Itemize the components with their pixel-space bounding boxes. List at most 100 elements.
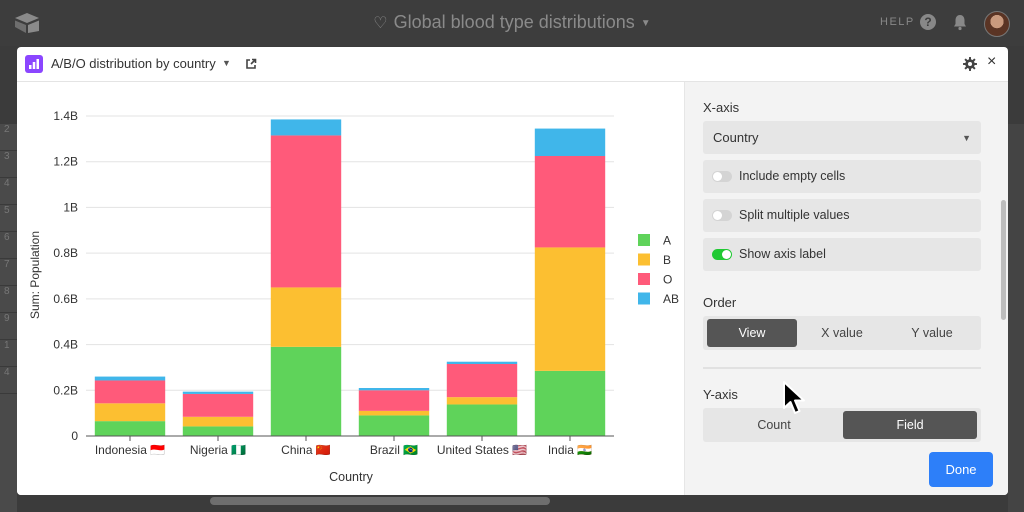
row-number: 3 bbox=[0, 151, 17, 178]
app-logo-icon[interactable] bbox=[14, 12, 40, 34]
chart-settings-modal: A/B/O distribution by country ▼ × 0 0.2B 0… bbox=[17, 47, 1008, 495]
order-x-value-button[interactable]: X value bbox=[821, 326, 863, 340]
show-axis-label-toggle-row[interactable]: Show axis label bbox=[703, 238, 981, 271]
show-axis-label-label: Show axis label bbox=[739, 247, 826, 261]
y-tick-label: 0 bbox=[71, 429, 78, 443]
bar-segment-a bbox=[270, 346, 342, 436]
x-tick-label: Nigeria 🇳🇬 bbox=[190, 443, 246, 457]
section-divider bbox=[703, 367, 981, 369]
avatar[interactable] bbox=[984, 11, 1010, 37]
x-axis-field-dropdown[interactable]: Country ▼ bbox=[703, 121, 981, 154]
bar-segment-b bbox=[270, 287, 342, 347]
bar-segment-b bbox=[94, 403, 166, 422]
legend-swatch-ab bbox=[638, 292, 650, 305]
bar-segment-o bbox=[534, 156, 606, 248]
bar-segment-a bbox=[182, 426, 254, 436]
chart-title[interactable]: A/B/O distribution by country bbox=[51, 56, 216, 71]
background-grid: 2 3 4 5 6 7 8 9 1 4 bbox=[0, 124, 17, 512]
bar-segment-a bbox=[534, 370, 606, 436]
chart-area: 0 0.2B 0.4B 0.6B 0.8B 1B 1.2B 1.4B Indonesia 🇮🇩 N… bbox=[17, 82, 684, 495]
include-empty-cells-label: Include empty cells bbox=[739, 169, 846, 183]
row-number: 4 bbox=[0, 367, 17, 394]
expand-icon[interactable] bbox=[245, 58, 257, 70]
show-axis-label-toggle[interactable] bbox=[712, 249, 732, 260]
bar-segment-ab bbox=[534, 128, 606, 156]
bar-segment-o bbox=[182, 393, 254, 417]
order-y-value-button[interactable]: Y value bbox=[911, 326, 953, 340]
x-tick-label: Indonesia 🇮🇩 bbox=[95, 443, 165, 457]
bar-segment-ab bbox=[94, 376, 166, 381]
x-axis-label: Country bbox=[329, 470, 374, 484]
row-number: 2 bbox=[0, 124, 17, 151]
x-tick-label: China 🇨🇳 bbox=[281, 443, 331, 457]
help-link[interactable]: HELP bbox=[880, 16, 915, 28]
close-icon[interactable]: × bbox=[987, 53, 997, 70]
row-number: 8 bbox=[0, 286, 17, 313]
bar-segment-a bbox=[446, 404, 518, 436]
legend-swatch-a bbox=[638, 234, 650, 246]
y-axis-count-button[interactable]: Count bbox=[757, 418, 791, 432]
y-tick-label: 1B bbox=[63, 200, 78, 214]
heart-icon[interactable]: ♡ bbox=[373, 15, 388, 32]
panel-scrollbar[interactable] bbox=[1001, 200, 1006, 320]
order-view-button[interactable]: View bbox=[707, 319, 797, 347]
bar-segment-ab bbox=[446, 361, 518, 364]
bar-segment-ab bbox=[182, 391, 254, 394]
split-multiple-values-label: Split multiple values bbox=[739, 208, 850, 222]
base-title[interactable]: ♡ Global blood type distributions ▼ bbox=[0, 12, 1024, 33]
include-empty-cells-toggle-row[interactable]: Include empty cells bbox=[703, 160, 981, 193]
y-axis-label: Sum: Population bbox=[28, 231, 42, 319]
chevron-down-icon[interactable]: ▼ bbox=[222, 58, 231, 68]
legend-label-b: B bbox=[663, 253, 671, 267]
y-axis-segmented-control: Count Field bbox=[703, 408, 981, 442]
include-empty-cells-toggle[interactable] bbox=[712, 171, 732, 182]
bar-segment-o bbox=[446, 364, 518, 398]
bar-chart-icon bbox=[25, 55, 43, 73]
bar-segment-o bbox=[270, 135, 342, 288]
x-axis-field-value: Country bbox=[713, 130, 759, 145]
legend-swatch-b bbox=[638, 253, 650, 266]
modal-header: A/B/O distribution by country ▼ × bbox=[17, 47, 1008, 82]
y-axis-section-label: Y-axis bbox=[703, 387, 738, 402]
x-axis-section-label: X-axis bbox=[703, 100, 740, 115]
row-number: 1 bbox=[0, 340, 17, 367]
background-grid-right bbox=[1008, 124, 1024, 512]
row-number: 6 bbox=[0, 232, 17, 259]
x-tick-label: India 🇮🇳 bbox=[548, 443, 592, 457]
horizontal-scrollbar[interactable] bbox=[210, 497, 550, 505]
bar-segment-ab bbox=[358, 388, 430, 391]
bell-icon[interactable] bbox=[951, 13, 969, 31]
legend-label-ab: AB bbox=[663, 292, 679, 306]
mouse-pointer-icon bbox=[783, 381, 805, 414]
top-bar: ♡ Global blood type distributions ▼ HELP ? bbox=[0, 0, 1024, 46]
y-tick-label: 0.2B bbox=[53, 383, 78, 397]
legend-swatch-o bbox=[638, 273, 650, 285]
bar-segment-o bbox=[358, 390, 430, 411]
x-tick-label: Brazil 🇧🇷 bbox=[370, 443, 418, 457]
row-number: 4 bbox=[0, 178, 17, 205]
bar-segment-b bbox=[182, 416, 254, 427]
done-button[interactable]: Done bbox=[929, 452, 993, 487]
order-segmented-control: View X value Y value bbox=[703, 316, 981, 350]
legend-label-o: O bbox=[663, 273, 672, 287]
bar-segment-a bbox=[358, 415, 430, 436]
y-tick-label: 0.8B bbox=[53, 246, 78, 260]
settings-panel: X-axis Country ▼ Include empty cells Spl… bbox=[684, 82, 1008, 495]
legend-label-a: A bbox=[663, 234, 671, 248]
base-title-text: Global blood type distributions bbox=[393, 12, 635, 32]
row-number: 7 bbox=[0, 259, 17, 286]
split-multiple-values-toggle-row[interactable]: Split multiple values bbox=[703, 199, 981, 232]
chevron-down-icon[interactable]: ▼ bbox=[640, 17, 651, 29]
y-tick-label: 0.4B bbox=[53, 338, 78, 352]
y-tick-label: 1.2B bbox=[53, 155, 78, 169]
help-icon[interactable]: ? bbox=[920, 14, 936, 30]
bar-segment-b bbox=[358, 410, 430, 416]
stacked-bar-chart: 0 0.2B 0.4B 0.6B 0.8B 1B 1.2B 1.4B Indonesia 🇮🇩 N… bbox=[28, 109, 679, 484]
y-tick-label: 0.6B bbox=[53, 292, 78, 306]
gear-icon[interactable] bbox=[963, 57, 977, 71]
y-tick-label: 1.4B bbox=[53, 109, 78, 123]
chevron-down-icon: ▼ bbox=[962, 133, 971, 143]
split-multiple-values-toggle[interactable] bbox=[712, 210, 732, 221]
y-axis-field-button[interactable]: Field bbox=[843, 411, 977, 439]
order-section-label: Order bbox=[703, 295, 737, 310]
